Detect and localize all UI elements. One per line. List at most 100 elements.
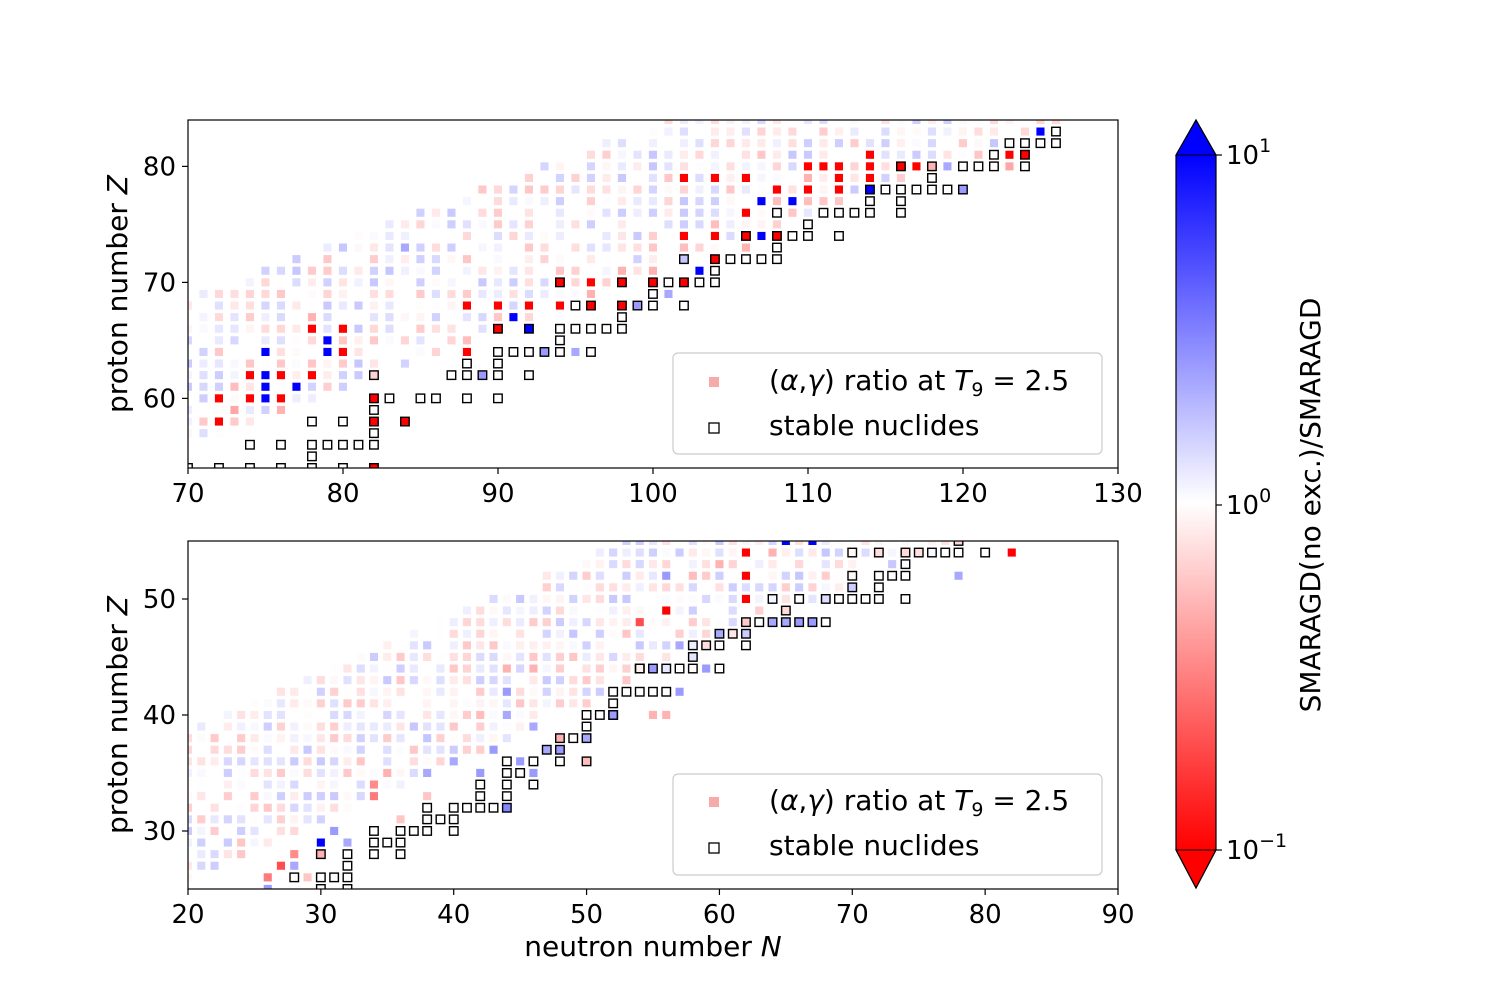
background-cell: [423, 652, 432, 661]
background-cell: [609, 652, 618, 661]
background-cell: [529, 652, 538, 661]
background-cell: [954, 541, 963, 545]
background-cell: [595, 687, 604, 696]
background-cell: [416, 220, 425, 229]
ratio-cell: [423, 768, 432, 777]
stable-marker: [634, 686, 645, 697]
background-cell: [316, 815, 325, 824]
background-cell: [555, 231, 564, 240]
ratio-cell: [555, 745, 564, 754]
background-cell: [462, 313, 471, 322]
ratio-cell: [245, 359, 254, 368]
background-cell: [292, 336, 301, 345]
background-cell: [356, 734, 365, 743]
ratio-cell: [462, 301, 471, 310]
background-cell: [385, 278, 394, 287]
background-cell: [617, 197, 626, 206]
background-cell: [542, 699, 551, 708]
background-cell: [795, 571, 804, 580]
stable-marker: [873, 547, 884, 558]
bottom-x-axis-label: neutron number N: [524, 930, 782, 963]
ratio-cell: [664, 289, 673, 298]
ratio-cell: [757, 197, 766, 206]
background-cell: [462, 266, 471, 275]
stable-marker: [555, 347, 565, 357]
ratio-cell: [772, 185, 781, 194]
background-cell: [276, 266, 285, 275]
background-cell: [250, 699, 259, 708]
background-cell: [245, 289, 254, 298]
background-cell: [199, 313, 208, 322]
background-cell: [343, 768, 352, 777]
stable-marker: [369, 826, 379, 836]
background-cell: [416, 289, 425, 298]
background-cell: [396, 768, 405, 777]
background-cell: [409, 768, 418, 777]
background-cell: [188, 359, 192, 368]
background-cell: [199, 371, 208, 380]
ratio-cell: [662, 710, 671, 719]
y-tick-label: 70: [143, 268, 176, 298]
ratio-cell: [540, 347, 549, 356]
background-cell: [493, 289, 502, 298]
background-cell: [595, 583, 604, 592]
background-cell: [356, 676, 365, 685]
background-cell: [834, 583, 843, 592]
background-cell: [912, 127, 921, 136]
background-cell: [423, 710, 432, 719]
background-cell: [679, 162, 688, 171]
background-cell: [728, 571, 737, 580]
background-cell: [516, 687, 525, 696]
background-cell: [323, 313, 332, 322]
background-cell: [197, 768, 206, 777]
stable-marker: [873, 570, 884, 581]
background-cell: [529, 606, 538, 615]
stable-marker: [384, 393, 395, 404]
background-cell: [571, 150, 580, 159]
background-cell: [888, 548, 897, 557]
background-cell: [462, 734, 471, 743]
background-cell: [354, 243, 363, 252]
background-cell: [602, 173, 611, 182]
background-cell: [423, 734, 432, 743]
ratio-cell: [865, 173, 874, 182]
ratio-cell: [772, 231, 781, 240]
background-cell: [400, 255, 409, 264]
background-cell: [303, 676, 312, 685]
background-cell: [755, 541, 764, 545]
stable-marker: [524, 370, 534, 381]
background-cell: [416, 278, 425, 287]
x-tick-label: 110: [783, 479, 833, 509]
background-cell: [768, 583, 777, 592]
background-cell: [385, 255, 394, 264]
background-cell: [821, 541, 830, 545]
background-cell: [726, 139, 735, 148]
background-cell: [423, 641, 432, 650]
stable-marker: [462, 370, 472, 381]
background-cell: [695, 150, 704, 159]
stable-marker: [847, 547, 858, 558]
background-cell: [702, 541, 711, 545]
background-cell: [529, 594, 538, 603]
background-cell: [943, 150, 952, 159]
stable-marker: [382, 837, 393, 848]
background-cell: [214, 313, 223, 322]
background-cell: [648, 606, 657, 615]
background-cell: [710, 185, 719, 194]
background-cell: [710, 139, 719, 148]
stable-marker: [767, 617, 778, 628]
stable-marker: [767, 594, 778, 604]
background-cell: [409, 676, 418, 685]
background-cell: [502, 676, 511, 685]
stable-marker: [989, 149, 999, 160]
background-cell: [726, 127, 735, 136]
ratio-cell: [622, 629, 631, 638]
background-cell: [316, 699, 325, 708]
background-cell: [728, 548, 737, 557]
background-cell: [449, 676, 458, 685]
background-cell: [489, 687, 498, 696]
background-cell: [214, 336, 223, 345]
background-cell: [250, 792, 259, 801]
stable-marker: [632, 300, 643, 311]
x-tick-label: 80: [969, 900, 1002, 930]
